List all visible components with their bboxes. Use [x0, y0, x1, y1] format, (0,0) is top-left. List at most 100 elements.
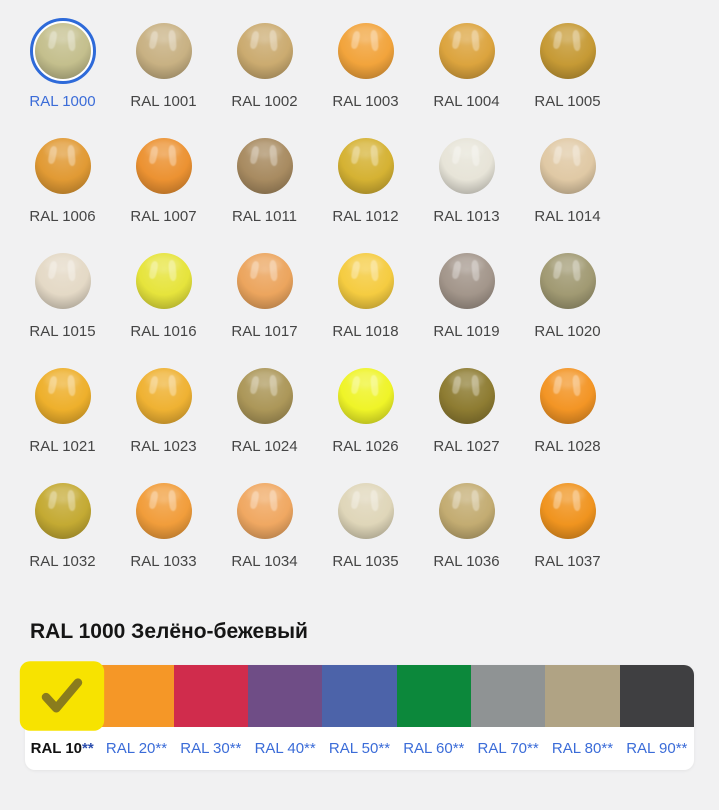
ral-color-cell[interactable]: RAL 1005: [517, 18, 618, 133]
ral-color-cell[interactable]: RAL 1015: [12, 248, 113, 363]
ral-color-cell[interactable]: RAL 1024: [214, 363, 315, 478]
ral-code-link[interactable]: RAL 1013: [433, 208, 500, 225]
ral-code-link[interactable]: RAL 1020: [534, 323, 601, 340]
color-ball[interactable]: [135, 368, 192, 424]
ral-group-swatch[interactable]: [247, 665, 323, 727]
color-ball[interactable]: [34, 23, 91, 79]
ral-color-cell[interactable]: RAL 1034: [214, 478, 315, 593]
ral-color-cell[interactable]: RAL 1014: [517, 133, 618, 248]
ral-code-link[interactable]: RAL 1014: [534, 208, 601, 225]
color-ball[interactable]: [135, 483, 192, 539]
color-ball[interactable]: [337, 23, 394, 79]
ral-group-swatch[interactable]: [396, 665, 471, 727]
ral-group-tab[interactable]: RAL 70**: [471, 740, 545, 757]
ral-color-cell[interactable]: RAL 1035: [315, 478, 416, 593]
ral-color-cell[interactable]: RAL 1006: [12, 133, 113, 248]
color-ball[interactable]: [539, 483, 596, 539]
ral-group-swatch[interactable]: [19, 661, 105, 731]
ral-group-tab[interactable]: RAL 10**: [25, 740, 99, 757]
ral-color-cell[interactable]: RAL 1003: [315, 18, 416, 133]
color-ball[interactable]: [438, 253, 495, 309]
ral-group-swatch[interactable]: [545, 665, 620, 727]
ral-color-cell[interactable]: RAL 1002: [214, 18, 315, 133]
ral-color-cell[interactable]: RAL 1000: [12, 18, 113, 133]
ral-color-cell[interactable]: RAL 1021: [12, 363, 113, 478]
ral-color-cell[interactable]: RAL 1026: [315, 363, 416, 478]
ral-group-tab[interactable]: RAL 20**: [99, 740, 173, 757]
ral-code-link[interactable]: RAL 1027: [433, 438, 500, 455]
ral-group-swatch[interactable]: [322, 665, 397, 727]
color-ball[interactable]: [539, 23, 596, 79]
ral-group-tab[interactable]: RAL 80**: [545, 740, 619, 757]
color-ball[interactable]: [236, 253, 293, 309]
ral-group-swatch[interactable]: [99, 665, 174, 727]
ral-color-cell[interactable]: RAL 1004: [416, 18, 517, 133]
ral-code-link[interactable]: RAL 1019: [433, 323, 500, 340]
color-ball[interactable]: [539, 253, 596, 309]
color-ball[interactable]: [438, 23, 495, 79]
ral-color-cell[interactable]: RAL 1037: [517, 478, 618, 593]
ral-color-cell[interactable]: RAL 1032: [12, 478, 113, 593]
ral-code-link[interactable]: RAL 1011: [231, 208, 298, 225]
ral-color-cell[interactable]: RAL 1019: [416, 248, 517, 363]
color-ball[interactable]: [438, 483, 495, 539]
ral-code-link[interactable]: RAL 1016: [130, 323, 197, 340]
color-ball[interactable]: [236, 368, 293, 424]
ral-color-cell[interactable]: RAL 1017: [214, 248, 315, 363]
color-ball[interactable]: [438, 368, 495, 424]
ral-code-link[interactable]: RAL 1015: [29, 323, 96, 340]
color-ball[interactable]: [34, 253, 91, 309]
ral-group-tab[interactable]: RAL 60**: [397, 740, 471, 757]
ral-color-cell[interactable]: RAL 1028: [517, 363, 618, 478]
color-ball[interactable]: [337, 483, 394, 539]
ral-code-link[interactable]: RAL 1033: [130, 553, 197, 570]
ral-color-cell[interactable]: RAL 1013: [416, 133, 517, 248]
ral-color-cell[interactable]: RAL 1020: [517, 248, 618, 363]
ral-group-tab[interactable]: RAL 90**: [620, 740, 694, 757]
color-ball[interactable]: [135, 253, 192, 309]
ral-color-cell[interactable]: RAL 1018: [315, 248, 416, 363]
ral-code-link[interactable]: RAL 1023: [130, 438, 197, 455]
ral-code-link[interactable]: RAL 1037: [534, 553, 601, 570]
ral-color-cell[interactable]: RAL 1016: [113, 248, 214, 363]
ral-code-link[interactable]: RAL 1034: [231, 553, 298, 570]
ral-code-link[interactable]: RAL 1002: [231, 93, 298, 110]
color-ball[interactable]: [236, 138, 293, 194]
color-ball[interactable]: [34, 138, 91, 194]
ral-code-link[interactable]: RAL 1026: [332, 438, 399, 455]
ral-group-swatch[interactable]: [470, 665, 546, 727]
ral-color-cell[interactable]: RAL 1001: [113, 18, 214, 133]
ral-code-link[interactable]: RAL 1017: [231, 323, 298, 340]
color-ball[interactable]: [135, 138, 192, 194]
ral-code-link[interactable]: RAL 1003: [332, 93, 399, 110]
ral-code-link[interactable]: RAL 1007: [130, 208, 197, 225]
ral-code-link[interactable]: RAL 1006: [29, 208, 96, 225]
color-ball[interactable]: [337, 368, 394, 424]
ral-code-link[interactable]: RAL 1032: [29, 553, 96, 570]
color-ball[interactable]: [236, 23, 293, 79]
color-ball[interactable]: [539, 368, 596, 424]
ral-code-link[interactable]: RAL 1001: [130, 93, 197, 110]
ral-code-link[interactable]: RAL 1004: [433, 93, 500, 110]
ral-code-link[interactable]: RAL 1036: [433, 553, 500, 570]
ral-group-swatch[interactable]: [173, 665, 248, 727]
color-ball[interactable]: [539, 138, 596, 194]
color-ball[interactable]: [438, 138, 495, 194]
ral-code-link[interactable]: RAL 1021: [29, 438, 96, 455]
ral-color-cell[interactable]: RAL 1012: [315, 133, 416, 248]
ral-code-link[interactable]: RAL 1012: [332, 208, 399, 225]
ral-color-cell[interactable]: RAL 1033: [113, 478, 214, 593]
ral-color-cell[interactable]: RAL 1023: [113, 363, 214, 478]
ral-code-link[interactable]: RAL 1005: [534, 93, 601, 110]
color-ball[interactable]: [337, 138, 394, 194]
ral-code-link[interactable]: RAL 1024: [231, 438, 298, 455]
ral-color-cell[interactable]: RAL 1027: [416, 363, 517, 478]
ral-code-link[interactable]: RAL 1000: [29, 93, 96, 110]
color-ball[interactable]: [34, 483, 91, 539]
ral-color-cell[interactable]: RAL 1007: [113, 133, 214, 248]
color-ball[interactable]: [337, 253, 394, 309]
ral-group-tab[interactable]: RAL 40**: [248, 740, 322, 757]
color-ball[interactable]: [135, 23, 192, 79]
ral-code-link[interactable]: RAL 1018: [332, 323, 399, 340]
ral-group-tab[interactable]: RAL 50**: [322, 740, 396, 757]
